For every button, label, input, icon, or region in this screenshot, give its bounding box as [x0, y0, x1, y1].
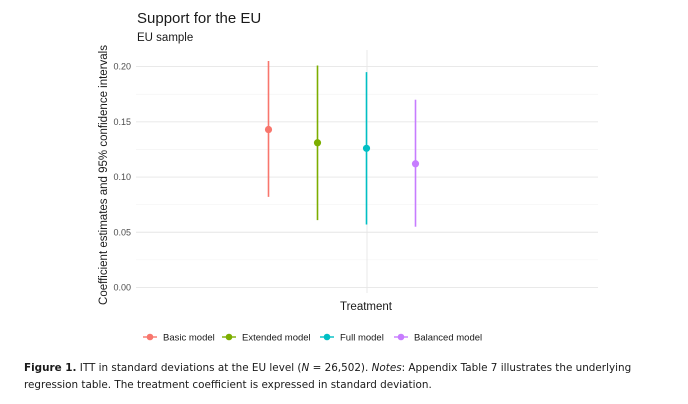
legend-key-point — [146, 333, 154, 341]
legend-label: Balanced model — [414, 333, 482, 344]
caption-label: Figure 1. — [24, 362, 77, 374]
legend-key-point — [397, 333, 405, 341]
y-tick-label: 0.15 — [113, 117, 131, 127]
point-estimate — [362, 144, 371, 152]
x-axis-label: Treatment — [340, 301, 393, 313]
chart-marks — [264, 61, 420, 227]
point-estimate — [411, 160, 420, 168]
caption-n-symbol: N — [301, 362, 310, 374]
caption-notes-label: Notes — [371, 362, 402, 374]
caption-text-n: = 26,502). — [309, 362, 372, 374]
legend-label: Full model — [340, 333, 384, 344]
y-tick-label: 0.00 — [113, 282, 131, 292]
chart-subtitle: EU sample — [137, 32, 193, 44]
figure-caption: Figure 1. ITT in standard deviations at … — [24, 360, 674, 394]
point-estimate — [264, 125, 273, 134]
y-tick-label: 0.10 — [113, 172, 131, 182]
caption-text-before: ITT in standard deviations at the EU lev… — [79, 362, 302, 374]
y-axis-ticks: 0.00 0.05 0.10 0.15 0.20 — [113, 62, 131, 293]
legend-label: Basic model — [163, 333, 215, 344]
y-tick-label: 0.05 — [113, 227, 131, 237]
legend-key-point — [225, 333, 233, 341]
chart-title: Support for the EU — [137, 10, 261, 27]
legend: Basic model Extended model Full model Balan… — [143, 333, 482, 344]
y-tick-label: 0.20 — [113, 62, 131, 72]
caption-text-after: : Appendix Table 7 illustrates the under… — [24, 362, 632, 391]
y-axis-label: Coefficient estimates and 95% confidence… — [98, 45, 110, 305]
chart: Support for the EU EU sample 0.00 0.05 0.1… — [98, 10, 598, 344]
legend-label: Extended model — [242, 333, 311, 344]
legend-key-point — [323, 333, 331, 341]
point-estimate — [313, 139, 322, 147]
grid — [136, 50, 598, 293]
